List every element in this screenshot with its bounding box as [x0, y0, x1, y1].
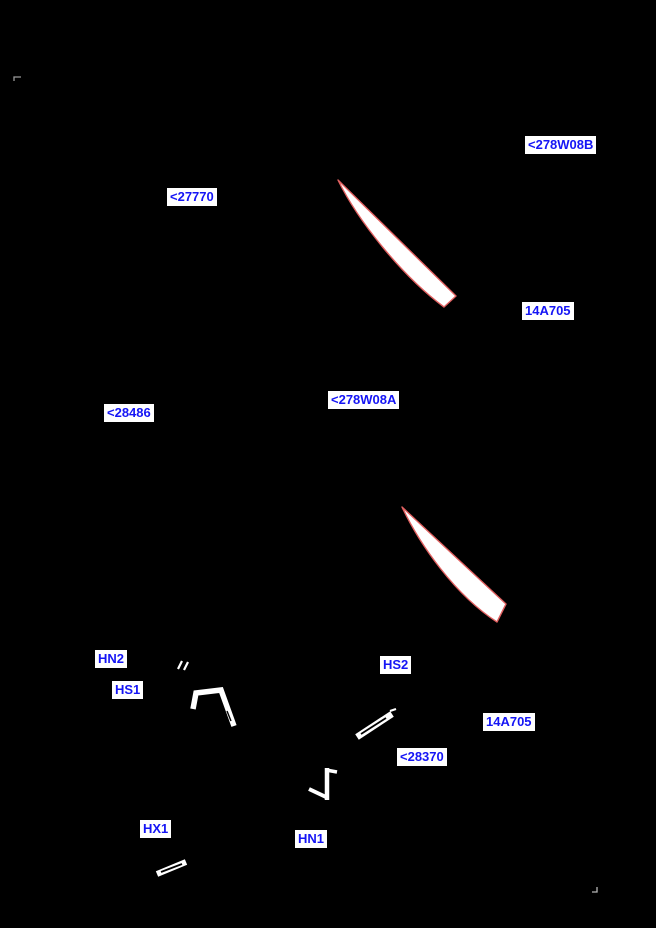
part-label-278w08a[interactable]: <278W08A	[328, 391, 400, 409]
wiper-arm-hook-top	[325, 768, 338, 774]
part-label-hs2[interactable]: HS2	[380, 656, 412, 674]
wiper-arm-bend-left-slot	[201, 694, 215, 698]
part-label-14a705-upper[interactable]: 14A705	[522, 302, 574, 320]
crop-corner-mark-bottom-right	[592, 887, 598, 893]
part-label-hn2[interactable]: HN2	[95, 650, 128, 668]
part-label-27770[interactable]: <27770	[167, 188, 217, 206]
part-label-hx1[interactable]: HX1	[140, 820, 172, 838]
part-label-14a705-lower[interactable]: 14A705	[483, 713, 535, 731]
part-label-hs1[interactable]: HS1	[112, 681, 144, 699]
part-label-28486[interactable]: <28486	[104, 404, 154, 422]
wiper-blade-lower	[401, 506, 507, 623]
wiper-link-rod-bottom-left-slot	[160, 863, 183, 873]
wiper-arm-hook-foot	[308, 787, 327, 799]
wiper-link-rod-right-slot	[360, 717, 387, 735]
wiper-link-rod-right-tick	[389, 707, 397, 713]
part-label-28370[interactable]: <28370	[397, 748, 447, 766]
crop-corner-mark-top-left	[13, 76, 21, 81]
wiper-arm-bend-left	[190, 687, 237, 727]
wiper-blade-upper	[337, 179, 457, 308]
part-label-hn1[interactable]: HN1	[295, 830, 328, 848]
wiper-arm-bend-left-tip-slot	[226, 710, 232, 722]
part-label-278w08b[interactable]: <278W08B	[525, 136, 597, 154]
pivot-tick-marks	[177, 660, 189, 671]
